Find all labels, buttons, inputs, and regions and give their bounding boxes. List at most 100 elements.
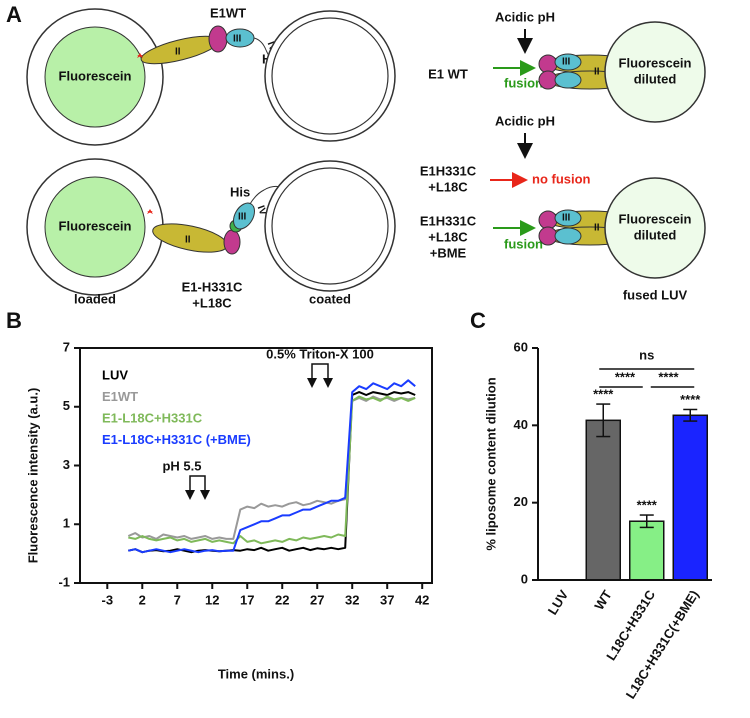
y-tick-label: 1 — [63, 516, 70, 531]
condition-label: E1 WT — [428, 66, 468, 81]
domain-label: II — [175, 47, 181, 58]
vesicle-inner — [271, 17, 389, 135]
x-tick-label: 7 — [174, 592, 181, 607]
x-tick-label: LUV — [545, 587, 572, 617]
legend-entry: LUV — [102, 367, 128, 382]
caption: coated — [309, 291, 351, 306]
shape — [137, 53, 143, 58]
annotation-arrow — [185, 490, 195, 500]
x-tick-label: 42 — [415, 592, 429, 607]
x-axis-label: Time (mins.) — [218, 666, 294, 681]
shape — [554, 53, 582, 71]
y-tick-label: 5 — [63, 398, 70, 413]
vesicle — [264, 10, 396, 142]
significance-label: **** — [593, 387, 614, 402]
series-line — [128, 391, 416, 554]
comparison-label: **** — [615, 369, 636, 384]
shape — [147, 209, 153, 214]
y-axis-label: % liposome content dilution — [483, 377, 498, 550]
domain-label: III — [233, 34, 242, 45]
bar — [672, 414, 708, 581]
domain-label: II — [594, 67, 600, 78]
significance-label: **** — [680, 392, 701, 407]
protein-label: +L18C — [192, 295, 232, 310]
x-tick-label: 2 — [139, 592, 146, 607]
annotation-bracket — [311, 363, 329, 382]
y-tick-label: -1 — [58, 574, 70, 589]
domain-label: III — [562, 213, 571, 224]
condition-label: +BME — [430, 245, 467, 260]
dye-label: diluted — [634, 227, 677, 242]
shape — [554, 71, 582, 89]
y-tick-label: 40 — [514, 417, 528, 432]
y-axis-label: Fluorescence intensity (a.u.) — [25, 388, 40, 564]
result-label: no fusion — [532, 171, 591, 186]
dye-label: Fluorescein — [59, 68, 132, 83]
error-bar — [596, 403, 611, 438]
shape — [538, 210, 558, 230]
shape — [233, 202, 255, 230]
protein-label: E1WT — [210, 5, 246, 20]
result-label: fusion — [504, 75, 543, 90]
trigger-label: Acidic pH — [495, 9, 555, 24]
domain-label: II — [185, 235, 191, 246]
annotation-arrow — [307, 378, 317, 388]
legend-entry: E1-L18C+H331C (+BME) — [102, 432, 251, 447]
legend-entry: E1-L18C+H331C — [102, 410, 203, 425]
condition-label: +L18C — [428, 229, 468, 244]
annotation-arrow — [200, 490, 210, 500]
comparison-label: **** — [658, 369, 679, 384]
trigger-label: Acidic pH — [495, 113, 555, 128]
shape — [223, 229, 241, 255]
annotation-arrow — [323, 378, 333, 388]
plot-frame — [79, 347, 433, 584]
annotation: pH 5.5 — [162, 458, 201, 473]
dye-label: Fluorescein — [619, 55, 692, 70]
dye-label: Fluorescein — [619, 211, 692, 226]
condition-label: E1H331C — [420, 163, 477, 178]
protein: II III IV His — [147, 184, 299, 255]
shape — [554, 209, 582, 227]
fused-vesicle — [604, 21, 706, 123]
his-label: His — [230, 184, 250, 199]
x-tick-label: 17 — [240, 592, 254, 607]
shape — [554, 227, 582, 245]
y-tick-label: 20 — [514, 494, 528, 509]
y-tick-label: 7 — [63, 339, 70, 354]
x-tick-label: 32 — [345, 592, 359, 607]
x-tick-label: 27 — [310, 592, 324, 607]
y-tick-label: 0 — [521, 571, 528, 586]
y-tick-label: 60 — [514, 339, 528, 354]
x-tick-label: 22 — [275, 592, 289, 607]
protein: II III IV His — [137, 25, 309, 67]
panel-label: B — [6, 308, 22, 333]
x-tick-label: WT — [591, 587, 614, 612]
x-tick-label: -3 — [102, 592, 114, 607]
vesicle-inner — [271, 167, 389, 285]
significance-label: **** — [637, 497, 658, 512]
shape — [538, 70, 558, 90]
dye-core — [44, 176, 146, 278]
series-line — [128, 379, 416, 554]
x-tick-label: 12 — [205, 592, 219, 607]
domain-label: III — [562, 57, 571, 68]
domain-label: III — [238, 212, 247, 223]
dye-core — [44, 26, 146, 128]
shape — [538, 226, 558, 246]
comparison-label: ns — [639, 347, 654, 362]
vesicle — [264, 160, 396, 292]
caption: fused LUV — [623, 287, 688, 302]
result-label: fusion — [504, 236, 543, 251]
dye-label: diluted — [634, 71, 677, 86]
dye-label: Fluorescein — [59, 218, 132, 233]
domain-label: II — [594, 223, 600, 234]
annotation-bracket — [189, 475, 206, 494]
error-bar — [683, 408, 698, 422]
bar — [629, 520, 665, 581]
y-tick-label: 3 — [63, 457, 70, 472]
shape — [538, 54, 558, 74]
panel-label: A — [6, 2, 22, 27]
caption: loaded — [74, 291, 116, 306]
x-tick-label: 37 — [380, 592, 394, 607]
